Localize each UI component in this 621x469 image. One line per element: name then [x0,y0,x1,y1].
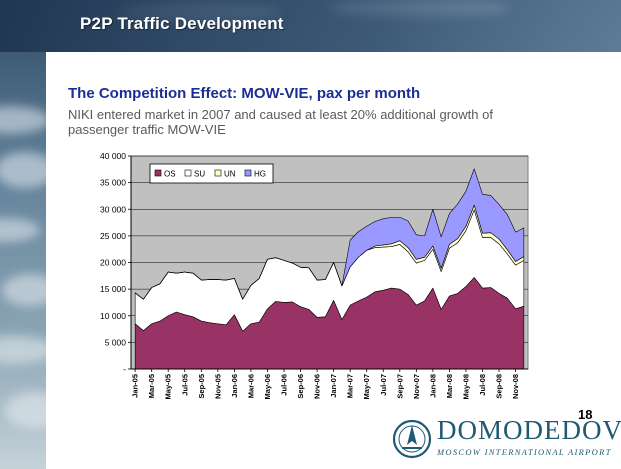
slide-subtitle: The Competition Effect: MOW-VIE, pax per… [68,85,421,102]
x-tick-label: May-07 [362,374,371,399]
series-area-hg [134,168,525,300]
x-tick-label: Nov-08 [511,374,520,399]
x-tick-label: Jul-08 [478,374,487,396]
logo-name: DOMODEDOVO [437,415,621,445]
y-tick-label: 5 000 [105,337,127,347]
page-number: 18 [578,407,593,422]
domodedovo-logo: DOMODEDOVO MOSCOW INTERNATIONAL AIRPORT [392,413,621,461]
x-tick-label: Mar-06 [246,374,255,398]
y-tick-label: 40 000 [100,151,126,161]
x-tick-label: Nov-05 [213,374,222,399]
x-tick-label: May-08 [461,374,470,399]
y-tick-label: 10 000 [100,311,126,321]
legend-box [149,163,274,184]
slide-description: NIKI entered market in 2007 and caused a… [68,107,493,137]
legend-label-hg: HG [254,170,266,179]
x-tick-label: Mar-07 [346,374,355,398]
legend-label-su: SU [194,170,205,179]
airport-logo-icon [392,419,432,459]
x-tick-label: Nov-07 [412,374,421,399]
legend-swatch-hg [244,169,252,177]
logo-subtitle: MOSCOW INTERNATIONAL AIRPORT [437,447,612,457]
x-tick-label: Jan-05 [131,374,140,398]
stacked-area-chart: - 5 000 10 000 15 000 20 000 25 000 30 000 35 0… [100,151,529,399]
x-tick-label: Mar-08 [445,374,454,398]
x-tick-label: Jan-08 [428,374,437,398]
legend-swatch-su [184,169,192,177]
x-tick-label: Jan-07 [329,374,338,398]
y-tick-label: 15 000 [100,284,126,294]
x-tick-label: Nov-06 [313,374,322,399]
y-tick-label: 25 000 [100,231,126,241]
y-tick-label: 20 000 [100,258,126,268]
x-tick-label: Sep-07 [395,374,404,399]
x-tick-label: Sep-08 [495,374,504,399]
x-tick-label: Sep-05 [197,374,206,399]
x-tick-label: Jul-05 [180,374,189,396]
x-tick-label: Jul-07 [379,374,388,396]
y-tick-label: 35 000 [100,178,126,188]
x-tick-label: Jul-06 [280,374,289,396]
title-bar-background [0,0,621,52]
x-tick-label: May-06 [263,374,272,399]
legend-swatch-os [154,169,162,177]
y-tick-label: 30 000 [100,204,126,214]
page-title: P2P Traffic Development [80,14,284,33]
x-tick-label: Sep-06 [296,374,305,399]
x-tick-label: May-05 [164,374,173,399]
legend-label-os: OS [164,170,176,179]
x-tick-label: Jan-06 [230,374,239,398]
legend-label-un: UN [224,170,236,179]
x-tick-label: Mar-05 [147,374,156,398]
legend-swatch-un [214,169,222,177]
y-tick-label: - [123,364,126,374]
